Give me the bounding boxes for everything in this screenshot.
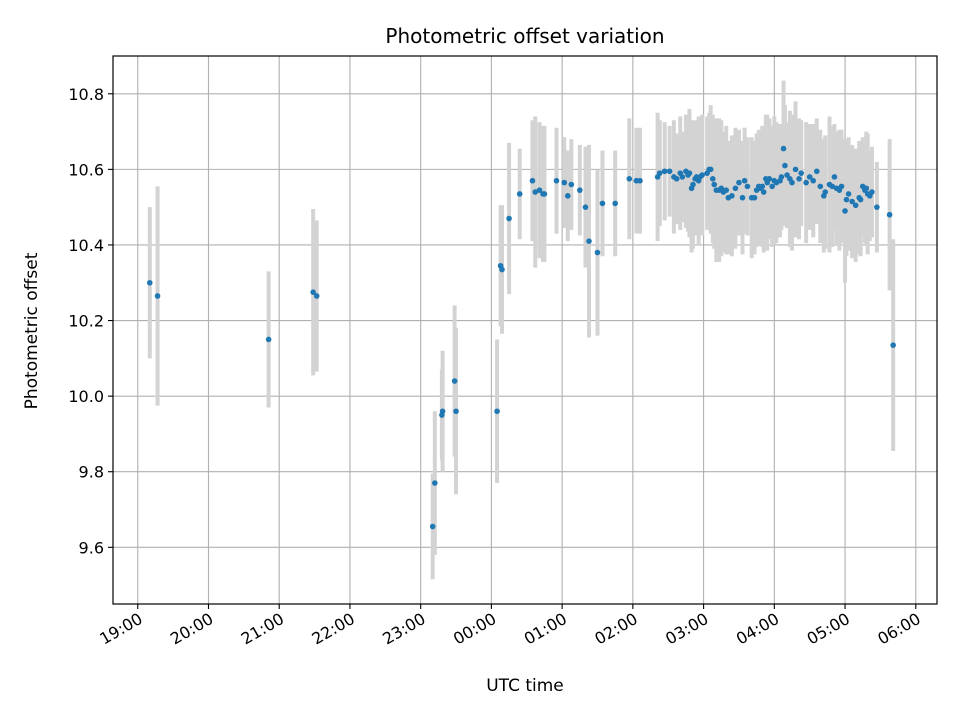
data-point — [154, 293, 161, 299]
chart-title: Photometric offset variation — [385, 24, 664, 48]
x-axis-label: UTC time — [486, 676, 564, 696]
data-point — [313, 293, 320, 299]
data-point — [541, 191, 548, 197]
data-point — [796, 176, 802, 182]
data-point — [310, 289, 316, 296]
data-points — [146, 145, 896, 530]
data-point — [769, 183, 775, 190]
data-point — [778, 174, 785, 180]
data-point — [831, 174, 838, 180]
data-point — [529, 177, 536, 184]
data-point — [843, 196, 850, 203]
data-point — [863, 185, 870, 192]
data-point — [453, 408, 459, 415]
data-point — [432, 480, 438, 486]
data-point — [577, 187, 583, 193]
data-point — [699, 172, 705, 178]
data-point — [792, 166, 799, 173]
data-point — [451, 378, 458, 384]
data-point — [736, 179, 742, 186]
data-point — [829, 183, 836, 190]
data-point — [711, 181, 718, 188]
data-point — [686, 170, 693, 176]
data-point — [782, 162, 788, 169]
data-point — [766, 176, 773, 182]
data-point — [810, 177, 817, 184]
data-point — [741, 177, 748, 184]
data-point — [690, 181, 696, 188]
data-point — [798, 170, 804, 176]
data-point — [739, 194, 746, 201]
data-point — [838, 183, 845, 190]
data-point — [817, 183, 824, 190]
y-axis-label: Photometric offset — [22, 252, 42, 409]
data-point — [594, 249, 601, 256]
data-point — [626, 176, 633, 182]
data-point — [709, 176, 716, 182]
data-point — [561, 179, 568, 186]
data-point — [744, 183, 751, 190]
data-point — [729, 193, 735, 199]
data-point — [666, 168, 673, 175]
data-point — [656, 170, 663, 176]
y-tick-label: 10.4 — [68, 236, 104, 255]
data-point — [842, 208, 848, 214]
data-point — [494, 408, 500, 415]
y-tick-label: 10.2 — [68, 312, 104, 331]
data-point — [586, 238, 592, 244]
data-point — [637, 177, 643, 184]
y-tick-label: 10.0 — [68, 387, 104, 406]
data-point — [760, 189, 767, 195]
data-point — [780, 145, 787, 152]
data-point — [803, 179, 809, 186]
data-point — [874, 204, 880, 210]
data-point — [439, 408, 446, 415]
data-point — [146, 279, 153, 286]
data-point — [822, 189, 829, 195]
data-point — [849, 198, 855, 205]
y-tick-label: 9.6 — [79, 538, 104, 557]
data-point — [429, 523, 436, 530]
data-point — [723, 187, 730, 193]
data-point — [673, 176, 680, 182]
data-point — [806, 174, 813, 180]
data-point — [599, 200, 606, 207]
data-point — [582, 204, 589, 210]
data-point — [857, 196, 864, 203]
data-point — [679, 174, 686, 180]
data-point — [516, 191, 523, 197]
data-point — [845, 191, 852, 197]
data-point — [553, 177, 560, 184]
data-point — [499, 266, 505, 273]
data-point — [869, 189, 875, 195]
data-point — [661, 168, 668, 175]
data-point — [506, 215, 512, 222]
data-point — [890, 342, 896, 348]
data-point — [813, 168, 820, 175]
data-point — [732, 185, 739, 192]
y-axis-ticks: 9.6 9.8 10.0 10.2 10.4 10.6 10.8 — [68, 85, 113, 557]
data-point — [886, 211, 893, 218]
data-point — [532, 189, 539, 195]
data-point — [759, 183, 766, 190]
data-point — [564, 193, 571, 199]
data-point — [568, 181, 575, 188]
y-tick-label: 10.6 — [68, 160, 104, 179]
data-point — [707, 166, 714, 173]
data-point — [751, 194, 758, 201]
data-point — [536, 187, 543, 193]
y-tick-label: 9.8 — [79, 463, 104, 482]
data-point — [852, 202, 859, 209]
data-point — [612, 200, 618, 207]
data-point — [265, 336, 272, 343]
data-point — [789, 179, 795, 186]
plot-frame — [112, 55, 938, 605]
y-tick-label: 10.8 — [68, 85, 104, 104]
